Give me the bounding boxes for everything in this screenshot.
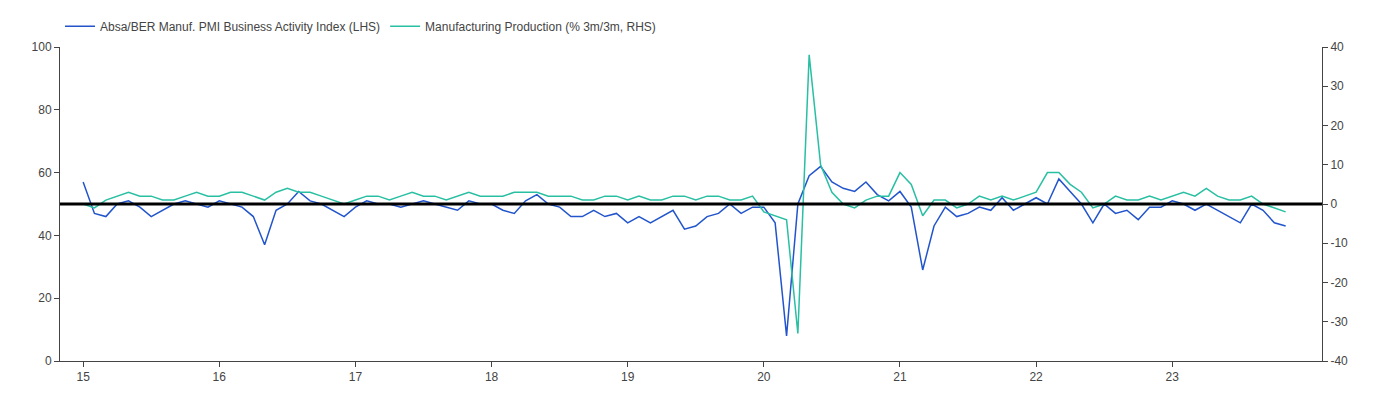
svg-text:-30: -30	[1330, 315, 1348, 329]
svg-text:17: 17	[349, 370, 363, 384]
svg-text:21: 21	[893, 370, 907, 384]
svg-text:18: 18	[485, 370, 499, 384]
svg-text:40: 40	[38, 229, 52, 243]
svg-text:15: 15	[76, 370, 90, 384]
svg-text:Absa/BER Manuf. PMI Business A: Absa/BER Manuf. PMI Business Activity In…	[100, 20, 380, 34]
svg-text:23: 23	[1166, 370, 1180, 384]
svg-text:80: 80	[38, 103, 52, 117]
svg-text:-40: -40	[1330, 354, 1348, 368]
svg-text:16: 16	[213, 370, 227, 384]
svg-text:-10: -10	[1330, 236, 1348, 250]
svg-text:30: 30	[1330, 79, 1344, 93]
svg-text:40: 40	[1330, 40, 1344, 54]
svg-text:10: 10	[1330, 158, 1344, 172]
svg-text:0: 0	[1330, 197, 1337, 211]
svg-text:Manufacturing Production (% 3m: Manufacturing Production (% 3m/3m, RHS)	[425, 20, 656, 34]
svg-text:100: 100	[32, 40, 52, 54]
svg-text:20: 20	[757, 370, 771, 384]
svg-text:22: 22	[1029, 370, 1043, 384]
svg-text:60: 60	[38, 166, 52, 180]
svg-text:-20: -20	[1330, 276, 1348, 290]
svg-text:19: 19	[621, 370, 635, 384]
svg-text:20: 20	[38, 291, 52, 305]
svg-text:0: 0	[45, 354, 52, 368]
svg-text:20: 20	[1330, 119, 1344, 133]
